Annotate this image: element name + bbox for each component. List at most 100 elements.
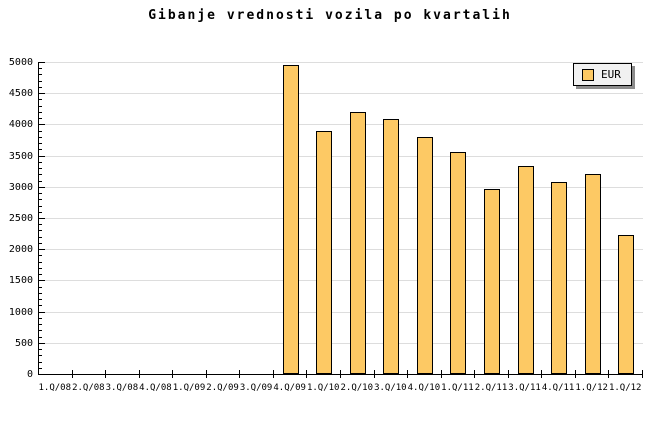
- y-axis-major-tick: [39, 62, 45, 63]
- y-axis-minor-tick: [39, 86, 42, 88]
- x-axis-tick-label: 4.Q/10: [407, 383, 441, 393]
- y-axis-minor-tick: [39, 355, 42, 357]
- x-axis-tick-label: 1.Q/12: [608, 383, 642, 393]
- gridline: [39, 124, 643, 126]
- x-axis-tick: [138, 370, 140, 378]
- y-axis-major-tick: [39, 218, 45, 219]
- y-axis-minor-tick: [39, 274, 42, 276]
- gridline: [39, 249, 643, 251]
- y-axis-tick-label: 2500: [8, 213, 33, 224]
- y-axis-minor-tick: [39, 149, 42, 151]
- x-axis-tick: [272, 370, 274, 378]
- x-axis-tick: [105, 370, 107, 378]
- y-axis-minor-tick: [39, 324, 42, 326]
- y-axis-tick-label: 0: [26, 369, 33, 380]
- gridline: [39, 93, 643, 95]
- y-axis-minor-tick: [39, 286, 42, 288]
- y-axis-minor-tick: [39, 317, 42, 319]
- y-axis-major-tick: [39, 186, 45, 188]
- y-axis-major-tick: [39, 155, 45, 157]
- y-axis-minor-tick: [39, 361, 42, 363]
- y-axis-minor-tick: [39, 236, 42, 238]
- gridline: [39, 311, 643, 313]
- y-axis-minor-tick: [39, 80, 42, 82]
- x-axis-tick: [239, 370, 241, 378]
- y-axis-major-tick: [39, 280, 45, 282]
- y-axis-minor-tick: [39, 193, 42, 195]
- y-axis-minor-tick: [39, 224, 42, 226]
- y-axis-minor-tick: [39, 118, 42, 120]
- y-axis-minor-tick: [39, 255, 42, 257]
- y-axis-minor-tick: [39, 105, 42, 107]
- bar: [416, 137, 433, 374]
- y-axis-tick-label: 3000: [8, 181, 33, 193]
- gridline: [39, 62, 643, 63]
- x-axis-tick: [541, 370, 543, 378]
- gridline: [39, 280, 643, 282]
- y-axis-minor-tick: [39, 211, 42, 213]
- x-axis-tick-label: 3.Q/08: [105, 383, 139, 393]
- y-axis-major-tick: [39, 342, 45, 344]
- y-axis-minor-tick: [39, 161, 42, 163]
- y-axis-minor-tick: [39, 205, 42, 207]
- y-axis-major-tick: [39, 311, 45, 313]
- x-axis-tick-label: 2.Q/09: [206, 383, 239, 393]
- x-axis-tick-label: 1.Q/08: [38, 383, 72, 393]
- y-axis-minor-tick: [39, 261, 42, 263]
- y-axis-tick-label: 4500: [8, 88, 33, 100]
- legend-swatch-icon: [582, 68, 594, 81]
- y-axis-minor-tick: [39, 267, 42, 269]
- y-axis-minor-tick: [39, 111, 42, 113]
- y-axis-minor-tick: [39, 367, 42, 369]
- bar: [349, 112, 366, 374]
- gridline: [39, 186, 643, 188]
- y-axis-major-tick: [39, 124, 45, 126]
- x-axis-tick: [340, 370, 341, 378]
- y-axis-minor-tick: [39, 242, 42, 244]
- x-axis-tick: [205, 370, 207, 378]
- x-axis-tick: [373, 370, 375, 378]
- y-axis-minor-tick: [39, 292, 42, 294]
- y-axis-minor-tick: [39, 99, 42, 101]
- y-axis-minor-tick: [39, 199, 42, 201]
- x-axis-tick-label: 3.Q/09: [239, 383, 273, 393]
- x-axis-tick-label: 4.Q/11: [541, 383, 575, 393]
- bar: [618, 235, 635, 374]
- x-axis-tick: [608, 370, 610, 378]
- x-axis-tick-label: 4.Q/09: [273, 383, 306, 393]
- x-axis-tick-label: 3.Q/10: [374, 383, 407, 393]
- x-axis-tick-label: 2.Q/10: [340, 383, 374, 393]
- y-axis-tick-label: 1500: [8, 275, 33, 287]
- y-axis-major-tick: [39, 249, 45, 251]
- x-axis-tick: [71, 370, 73, 378]
- y-axis-tick-label: 500: [14, 337, 33, 349]
- y-axis-minor-tick: [39, 74, 42, 76]
- x-axis-tick: [507, 370, 509, 378]
- chart-title: Gibanje vrednosti vozila po kvartalih: [148, 8, 512, 23]
- bar: [316, 131, 333, 374]
- y-axis-tick-label: 4000: [8, 119, 33, 131]
- y-axis-minor-tick: [39, 330, 42, 332]
- y-axis-tick-label: 3500: [8, 150, 33, 162]
- x-axis-tick: [474, 370, 476, 378]
- legend: EUR: [573, 63, 632, 86]
- y-axis-minor-tick: [39, 336, 42, 338]
- bar: [584, 174, 601, 374]
- bar: [450, 152, 467, 374]
- y-axis-minor-tick: [39, 136, 42, 138]
- bar: [517, 166, 534, 374]
- bar: [551, 182, 568, 374]
- y-axis-major-tick: [39, 93, 45, 95]
- y-axis-tick-label: 2000: [8, 244, 33, 256]
- legend-label: EUR: [601, 68, 621, 81]
- plot-area: [38, 62, 643, 378]
- y-axis-minor-tick: [39, 68, 42, 70]
- x-axis-tick: [574, 370, 576, 378]
- x-axis-tick-label: 1.Q/09: [172, 383, 206, 393]
- y-axis-minor-tick: [39, 230, 42, 232]
- y-axis-minor-tick: [39, 168, 42, 170]
- y-axis-tick-label: 5000: [8, 57, 33, 68]
- x-axis-tick-label: 2.Q/08: [72, 383, 105, 393]
- gridline: [39, 218, 643, 219]
